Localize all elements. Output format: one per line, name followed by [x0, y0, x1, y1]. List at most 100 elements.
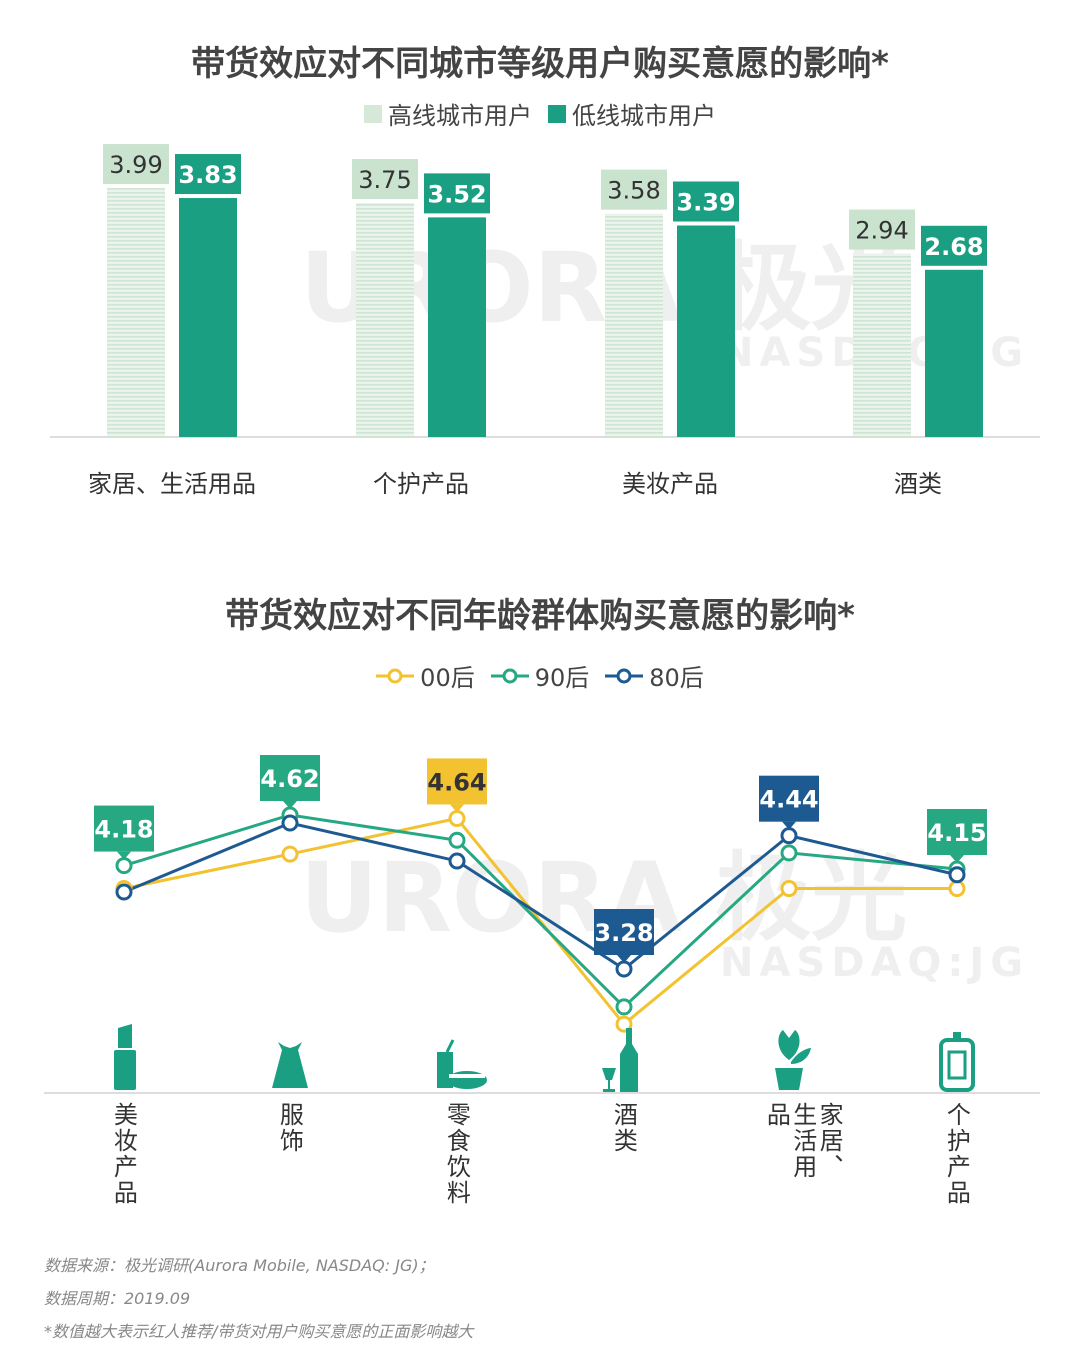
dress-icon: [272, 1042, 308, 1088]
potted-plant-icon: [775, 1030, 811, 1090]
series-point-2-3: [615, 960, 633, 978]
footnote-note: *数值越大表示红人推荐/带货对用户购买意愿的正面影响越大: [44, 1322, 474, 1341]
bar-legend: 高线城市用户 低线城市用户: [0, 96, 1080, 131]
watermark-ticker-bottom: NASDAQ:JG: [720, 940, 1030, 986]
line-label-value-5: 4.15: [927, 819, 986, 847]
bar-high-label-box-0: [103, 144, 169, 185]
series-point-1-2: [448, 831, 466, 849]
bar-high-value-3: 2.94: [855, 217, 908, 245]
line-label-pointer-2: [450, 804, 464, 813]
bar-low-2: [677, 225, 735, 437]
series-point-2-0: [115, 883, 133, 901]
bar-category-label-2: 美妆产品: [622, 470, 718, 498]
series-point-1-4: [780, 844, 798, 862]
series-point-0-4: [780, 880, 798, 898]
bar-high-2: [605, 213, 663, 437]
series-point-0-1: [281, 845, 299, 863]
bar-chart-title: 带货效应对不同城市等级用户购买意愿的影响*: [191, 44, 889, 84]
line-legend: 00后 90后 80后: [0, 658, 1080, 693]
legend-marker-00: [376, 668, 415, 683]
legend-label-80: 80后: [649, 664, 704, 692]
bar-chart: 3.99 3.83 3.75 3.52 3.58 3.39 2.94 2.68: [50, 144, 1040, 438]
series-point-1-1: [281, 806, 299, 824]
line-label-pointer-5: [950, 855, 964, 864]
bar-high-label-box-3: [849, 209, 915, 250]
series-line-1: [123, 813, 958, 1010]
bar-low-value-1: 3.52: [427, 180, 486, 208]
snack-drink-icon: [437, 1039, 487, 1089]
legend-swatch-low: [548, 104, 566, 123]
footnote-period: 数据周期：2019.09: [44, 1289, 191, 1308]
series-point-0-5: [948, 880, 966, 898]
line-label-box-5: [927, 809, 987, 856]
bar-low-value-2: 3.39: [676, 188, 735, 216]
legend-label-00: 00后: [420, 664, 475, 692]
series-point-1-5: [948, 860, 966, 878]
bar-high-0: [107, 188, 165, 437]
bar-low-1: [428, 217, 486, 437]
legend-item-high: 高线城市用户: [364, 96, 532, 131]
bar-low-label-box-2: [673, 181, 739, 222]
series-line-2: [123, 821, 958, 971]
line-label-value-2: 4.64: [427, 768, 486, 796]
bar-low-value-0: 3.83: [178, 161, 237, 189]
series-point-2-1: [281, 814, 299, 832]
series-point-1-0: [115, 857, 133, 875]
legend-item-90: 90后: [490, 658, 590, 693]
bar-low-label-box-1: [424, 173, 490, 214]
legend-label-low: 低线城市用户: [572, 102, 716, 130]
series-point-2-5: [948, 866, 966, 884]
series-line-0: [123, 816, 957, 1027]
lotion-bottle-icon: [939, 1032, 975, 1092]
bar-high-value-2: 3.58: [607, 177, 660, 205]
bar-category-label-0: 家居、生活用品: [88, 470, 256, 498]
series-point-0-0: [115, 880, 133, 898]
bar-high-label-box-1: [352, 159, 418, 200]
bar-high-label-box-2: [601, 169, 667, 210]
footnote-source: 数据来源：极光调研(Aurora Mobile, NASDAQ: JG)；: [44, 1256, 435, 1275]
line-label-pointer-0: [117, 851, 131, 860]
legend-item-80: 80后: [605, 658, 704, 693]
line-label-box-0: [94, 805, 154, 852]
legend-item-low: 低线城市用户: [548, 96, 716, 131]
bar-high-1: [356, 203, 414, 437]
lipstick-icon: [114, 1024, 136, 1090]
line-category-label-0: 美妆产品: [109, 1102, 138, 1206]
line-label-value-0: 4.18: [94, 816, 153, 844]
line-label-box-4: [759, 775, 819, 822]
line-category-label-4: 家居、生活用品: [762, 1102, 844, 1180]
wine-bottle-icon: [602, 1028, 638, 1092]
line-label-value-1: 4.62: [260, 765, 319, 793]
legend-label-high: 高线城市用户: [388, 102, 532, 130]
line-label-box-3: [594, 909, 654, 955]
series-point-0-2: [448, 809, 466, 827]
line-category-label-2: 零食饮料: [442, 1102, 471, 1206]
legend-marker-80: [605, 668, 644, 683]
series-point-2-4: [780, 827, 798, 845]
line-label-value-3: 3.28: [594, 919, 653, 947]
line-category-label-1: 服饰: [275, 1102, 304, 1154]
line-label-value-4: 4.44: [759, 786, 818, 814]
bar-low-label-box-3: [921, 225, 987, 266]
series-point-1-3: [615, 998, 633, 1016]
line-label-pointer-4: [782, 821, 796, 830]
line-label-box-1: [260, 755, 320, 801]
line-category-label-3: 酒类: [609, 1102, 638, 1154]
legend-marker-90: [490, 668, 529, 683]
legend-swatch-high: [364, 104, 382, 123]
line-chart-title: 带货效应对不同年龄群体购买意愿的影响*: [225, 596, 855, 636]
line-label-pointer-1: [283, 801, 297, 809]
bar-low-value-3: 2.68: [924, 233, 983, 261]
legend-item-00: 00后: [376, 658, 475, 693]
line-label-box-2: [427, 758, 487, 805]
bar-high-value-0: 3.99: [109, 151, 162, 179]
bar-category-label-3: 酒类: [894, 470, 942, 498]
watermark-brand-bottom: URORA 极光: [300, 842, 908, 954]
series-point-0-3: [615, 1015, 633, 1033]
bar-category-label-1: 个护产品: [373, 470, 469, 498]
legend-label-90: 90后: [534, 664, 590, 692]
bar-low-3: [925, 269, 983, 437]
bar-low-0: [179, 198, 237, 437]
bar-high-3: [853, 253, 911, 437]
bar-low-label-box-0: [175, 154, 241, 195]
